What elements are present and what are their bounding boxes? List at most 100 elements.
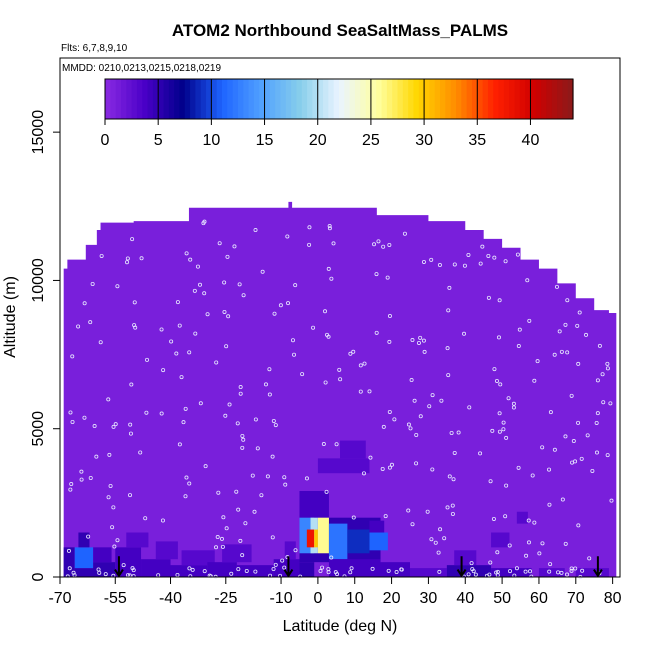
data-coverage-area (63, 201, 617, 577)
chart-title: ATOM2 Northbound SeaSaltMass_PALMS (172, 21, 508, 40)
colorbar-segment (477, 79, 484, 119)
colorbar-segment (440, 79, 446, 119)
sample-point (416, 340, 421, 345)
sample-point (202, 569, 207, 574)
sample-point (79, 469, 84, 474)
heatmap-cell (369, 520, 385, 533)
sample-point (221, 515, 226, 520)
sample-point (594, 450, 599, 455)
sample-point (179, 375, 184, 380)
sample-point (511, 405, 516, 410)
sample-point (76, 324, 81, 329)
colorbar-segment (222, 79, 228, 119)
heatmap-cell (78, 532, 90, 548)
sample-point (94, 454, 99, 459)
sample-point (195, 264, 200, 269)
sample-point (414, 432, 419, 437)
colorbar-segment (285, 79, 292, 119)
sample-point (193, 331, 198, 336)
sample-point (466, 252, 471, 257)
sample-point (244, 568, 249, 573)
sample-point (557, 329, 562, 334)
sample-point (177, 323, 182, 328)
profile-arrow (283, 556, 294, 578)
sample-point (579, 456, 584, 461)
sample-point (236, 507, 241, 512)
sample-point (238, 385, 243, 390)
sample-point (569, 566, 574, 571)
sample-point (128, 431, 133, 436)
sample-point (145, 357, 150, 362)
x-axis-label: Latitude (deg N) (283, 618, 398, 635)
sample-point (490, 428, 495, 433)
sample-point (208, 574, 213, 579)
sample-point (323, 309, 328, 314)
sample-point (376, 239, 381, 244)
sample-point (381, 244, 386, 249)
colorbar-segment (567, 79, 574, 119)
colorbar-segment (557, 79, 563, 119)
colorbar-segment (514, 79, 521, 119)
sample-point (226, 314, 231, 319)
sample-point (82, 301, 87, 306)
dates-note: MMDD: 0210,0213,0215,0218,0219 (62, 63, 221, 74)
sample-point (253, 569, 258, 574)
colorbar-segment (296, 79, 303, 119)
sample-point (425, 509, 430, 514)
sample-point (253, 228, 258, 233)
sample-point (514, 566, 519, 571)
sample-point (138, 450, 143, 455)
sample-point (494, 378, 499, 383)
sample-point (320, 565, 325, 570)
colorbar-segment (370, 79, 377, 119)
heatmap-cell (299, 562, 315, 577)
heatmap-cell (93, 547, 112, 563)
heatmap-cell (126, 532, 149, 548)
sample-point (358, 363, 363, 368)
sample-point (497, 429, 502, 434)
sample-point (498, 382, 503, 387)
sample-point (504, 483, 509, 488)
heatmap-cell (516, 511, 528, 524)
sample-point (351, 515, 356, 520)
sample-point (412, 398, 417, 403)
sample-point (197, 282, 202, 287)
heatmap-cell (284, 541, 296, 560)
colorbar-segment (243, 79, 250, 119)
sample-point (113, 422, 118, 427)
colorbar-tick-label: 25 (362, 132, 380, 149)
sample-point (125, 256, 130, 261)
sample-point (576, 420, 581, 425)
colorbar-segment (190, 79, 197, 119)
sample-point (528, 569, 533, 574)
sample-point (480, 244, 485, 249)
y-tick-label: 15000 (30, 110, 47, 155)
y-tick-label: 10000 (30, 258, 47, 303)
colorbar-segment (498, 79, 505, 119)
heatmap-cell (141, 559, 171, 577)
colorbar-segment (227, 79, 234, 119)
sample-point (548, 410, 553, 415)
sample-point (469, 561, 474, 566)
colorbar-segment (253, 79, 260, 119)
sample-point (421, 259, 426, 264)
sample-point (540, 445, 545, 450)
sample-point (410, 522, 415, 527)
sample-point (466, 572, 471, 577)
sample-point (511, 401, 516, 406)
sample-point (263, 382, 268, 387)
colorbar-segment (360, 79, 367, 119)
sample-point (130, 566, 135, 571)
sample-point (234, 489, 239, 494)
sample-point (333, 570, 338, 575)
sample-point (449, 431, 454, 436)
x-tick-label: -25 (214, 590, 237, 607)
sample-point (361, 471, 366, 476)
colorbar-tick-label: 40 (522, 132, 540, 149)
heatmap-cell (538, 568, 565, 577)
sample-point (516, 465, 521, 470)
sample-point (132, 300, 137, 305)
heatmap-cell (63, 547, 75, 577)
sample-point (255, 446, 260, 451)
sample-point (260, 269, 265, 274)
